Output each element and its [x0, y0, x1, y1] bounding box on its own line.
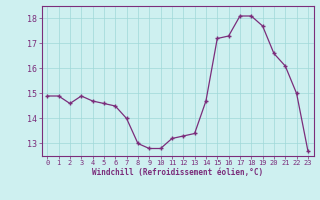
X-axis label: Windchill (Refroidissement éolien,°C): Windchill (Refroidissement éolien,°C): [92, 168, 263, 177]
